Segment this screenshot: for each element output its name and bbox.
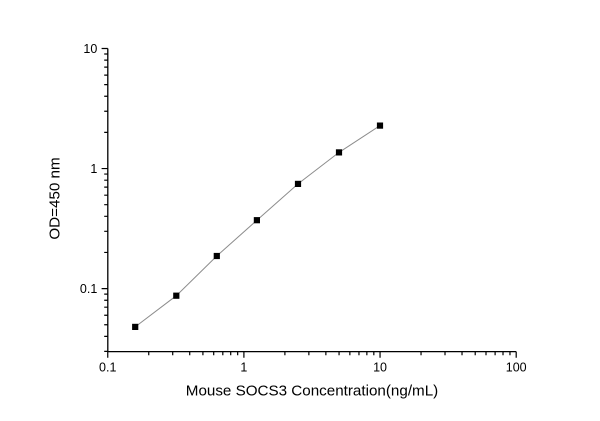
svg-text:Mouse SOCS3 Concentration(ng/m: Mouse SOCS3 Concentration(ng/mL) bbox=[186, 383, 438, 400]
svg-text:10: 10 bbox=[83, 42, 97, 56]
svg-text:0.1: 0.1 bbox=[80, 282, 97, 296]
svg-text:0.1: 0.1 bbox=[99, 360, 116, 374]
svg-text:1: 1 bbox=[240, 360, 247, 374]
svg-text:1: 1 bbox=[90, 162, 97, 176]
svg-text:10: 10 bbox=[373, 360, 387, 374]
svg-text:OD=450 nm: OD=450 nm bbox=[46, 157, 63, 239]
svg-text:100: 100 bbox=[506, 360, 527, 374]
